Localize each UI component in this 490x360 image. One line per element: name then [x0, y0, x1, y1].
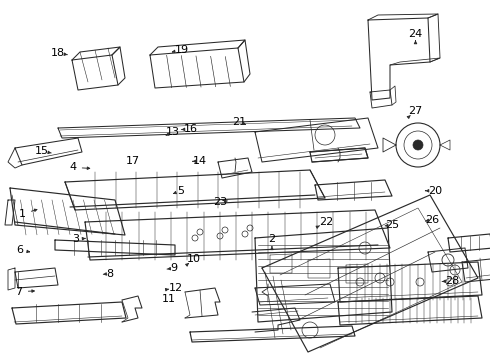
- Text: 24: 24: [408, 29, 423, 39]
- Text: 25: 25: [385, 220, 399, 230]
- Text: 19: 19: [175, 45, 189, 55]
- Text: 26: 26: [425, 215, 439, 225]
- Text: 3: 3: [73, 234, 79, 244]
- Text: 21: 21: [232, 117, 246, 127]
- Text: 16: 16: [184, 124, 198, 134]
- Text: 8: 8: [107, 269, 114, 279]
- Text: 1: 1: [19, 209, 25, 219]
- Text: 4: 4: [69, 162, 76, 172]
- Text: 2: 2: [269, 234, 275, 244]
- Text: 20: 20: [428, 186, 442, 196]
- Text: 18: 18: [51, 48, 65, 58]
- Text: 9: 9: [171, 263, 177, 273]
- Circle shape: [413, 140, 423, 150]
- Text: 27: 27: [408, 106, 423, 116]
- Text: 14: 14: [193, 156, 207, 166]
- Text: 7: 7: [15, 287, 22, 297]
- Text: 5: 5: [177, 186, 184, 196]
- Text: 28: 28: [444, 276, 459, 286]
- Text: 17: 17: [126, 156, 140, 166]
- Text: 12: 12: [169, 283, 182, 293]
- Text: 11: 11: [162, 294, 176, 304]
- Text: 23: 23: [214, 197, 227, 207]
- Text: 10: 10: [187, 254, 200, 264]
- Text: 13: 13: [166, 127, 179, 138]
- Text: 22: 22: [318, 217, 333, 228]
- Text: 6: 6: [16, 245, 23, 255]
- Text: 15: 15: [35, 146, 49, 156]
